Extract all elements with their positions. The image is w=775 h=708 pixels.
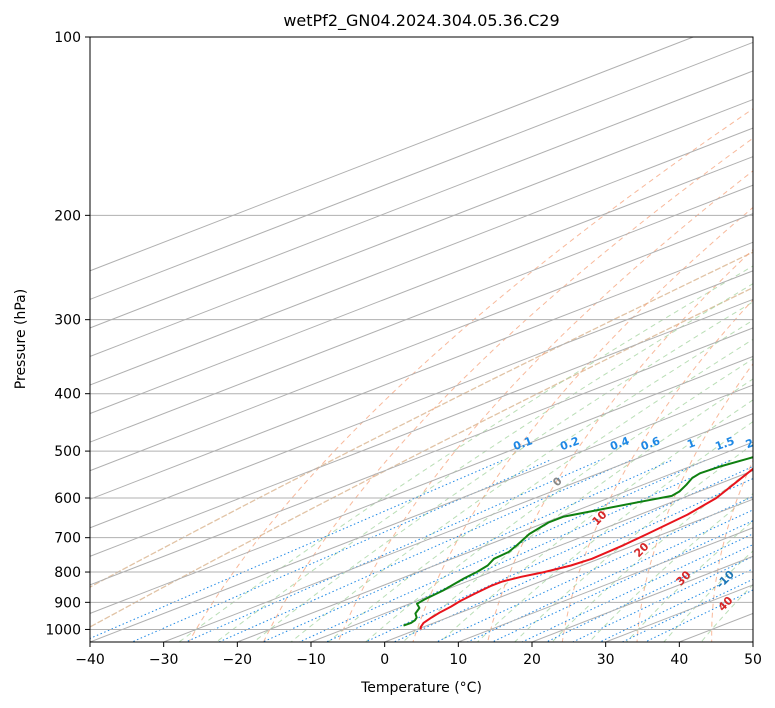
mixing-ratio-line: [90, 460, 503, 639]
x-tick-label: −20: [223, 652, 253, 668]
y-tick-label: 900: [54, 595, 81, 611]
isotherm-line: [163, 413, 753, 642]
temperature-line: [419, 467, 753, 630]
x-tick-label: 10: [449, 652, 467, 668]
x-axis: −40 −30 −20 −10 0 10 20 30 40 50: [75, 642, 762, 668]
y-tick-label: 400: [54, 387, 81, 403]
moist-adiabat-line: [178, 265, 753, 642]
isotherm-line: [90, 213, 753, 472]
y-tick-label: 800: [54, 565, 81, 581]
isotherm-line: [90, 184, 753, 443]
dry-adiabat-line: [337, 170, 753, 642]
x-tick-label: −30: [149, 652, 179, 668]
isentrope-line: [90, 286, 753, 628]
mixing-ratio-label: 0.2: [558, 434, 581, 453]
sounding-lines: [403, 456, 753, 630]
x-tick-label: 0: [380, 652, 389, 668]
y-tick-label: 1000: [45, 622, 81, 638]
y-tick-label: 100: [54, 30, 81, 46]
y-axis-title: Pressure (hPa): [13, 289, 29, 389]
dewpoint-line: [403, 456, 753, 627]
dry-adiabat-line: [263, 137, 753, 642]
moist-adiabat-line: [216, 283, 753, 642]
y-tick-label: 500: [54, 444, 81, 460]
isotherm-line: [90, 298, 753, 557]
x-tick-label: 50: [744, 652, 762, 668]
mixing-ratio-label: 0.4: [608, 434, 631, 453]
y-tick-label: 700: [54, 531, 81, 547]
moist-adiabat-line: [551, 467, 753, 642]
isotherm-line: [458, 527, 753, 642]
dry-adiabat-line: [561, 299, 753, 642]
mixing-ratio-line: [467, 509, 753, 642]
plot-frame: [89, 36, 754, 643]
y-tick-label: 600: [54, 491, 81, 507]
x-axis-title: Temperature (°C): [360, 680, 482, 696]
mixing-ratio-label: 0.6: [639, 434, 662, 453]
isotherm-line: [90, 70, 753, 329]
x-tick-label: −40: [75, 652, 105, 668]
y-tick-label: 200: [54, 208, 81, 224]
isentrope-lines: [90, 251, 753, 628]
dry-adiabat-lines: [188, 108, 753, 642]
moist-adiabat-lines: [178, 265, 753, 642]
mixing-ratio-label: 0.1: [511, 434, 534, 453]
dry-adiabat-line: [188, 108, 753, 642]
isotherm-lines: [90, 37, 753, 642]
moist-adiabat-line: [402, 378, 753, 642]
isotherm-line: [237, 441, 753, 642]
isotherm-line: [90, 241, 753, 500]
y-tick-label: 300: [54, 313, 81, 329]
isotherm-line: [90, 156, 753, 415]
x-tick-label: 40: [670, 652, 688, 668]
isotherm-line: [90, 37, 694, 272]
mixing-ratio-line: [325, 460, 731, 642]
mixing-ratio-line: [492, 520, 753, 642]
mixing-ratio-label: 1.5: [713, 434, 736, 453]
isotherm-line: [90, 127, 753, 386]
moist-adiabat-line: [626, 520, 753, 642]
isotherm-line: [90, 98, 753, 358]
mixing-ratio-line: [185, 460, 600, 642]
isotherm-line: [90, 355, 753, 614]
mixing-ratio-label: 2: [744, 436, 756, 451]
mixing-ratio-line: [599, 568, 753, 642]
isotherm-line: [90, 270, 753, 529]
isotherm-line: [90, 41, 753, 300]
isobar-lines: [90, 37, 753, 630]
isotherm-line: [90, 384, 753, 642]
isentrope-line: [90, 251, 753, 588]
dry-adiabat-line: [487, 248, 753, 642]
moist-adiabat-line: [477, 420, 753, 642]
x-tick-label: −10: [296, 652, 326, 668]
mixing-ratio-line: [262, 460, 672, 642]
isotherm-line: [90, 327, 753, 586]
moist-adiabat-line: [253, 301, 753, 642]
mixing-ratio-label: 1: [685, 436, 697, 451]
y-axis: 1000 900 800 700 600 500 400 300 200 100: [45, 30, 90, 638]
isotherm-line: [384, 498, 753, 642]
mixing-ratio-line: [218, 460, 631, 642]
chart-title: wetPf2_GN04.2024.304.05.36.C29: [283, 11, 559, 31]
isotherm-line: [310, 470, 753, 642]
x-tick-label: 30: [597, 652, 615, 668]
mixing-ratio-line: [365, 465, 753, 642]
x-tick-label: 20: [523, 652, 541, 668]
